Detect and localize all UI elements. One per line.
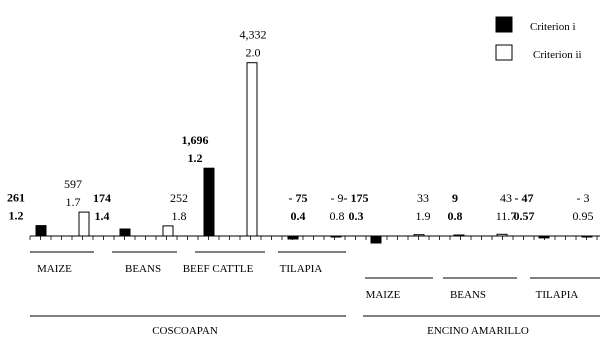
product-label-coscoapan-maize: MAIZE xyxy=(37,263,72,275)
bar-value-label: - 75 xyxy=(289,191,308,205)
axis-layer xyxy=(29,235,600,240)
product-label-coscoapan-tilapia: TILAPIA xyxy=(280,263,323,275)
bar-value-label: 33 xyxy=(417,191,429,205)
region-label-encino-amarillo: ENCINO AMARILLO xyxy=(427,325,529,337)
bar-encino-amarillo-beans-criterion-ii xyxy=(496,233,508,237)
legend: Criterion i Criterion ii xyxy=(495,16,582,61)
bar-value-label: 597 xyxy=(64,177,82,191)
legend-swatch-criterion-i xyxy=(495,16,513,33)
bar-ratio-label: 2.0 xyxy=(246,46,261,60)
product-label-encino-amarillo-tilapia: TILAPIA xyxy=(536,289,579,301)
bar-ratio-label: 0.3 xyxy=(349,209,364,223)
bar-coscoapan-tilapia-criterion-i xyxy=(287,235,299,240)
bar-value-label: - 175 xyxy=(344,191,369,205)
product-label-encino-amarillo-maize: MAIZE xyxy=(366,289,401,301)
bar-encino-amarillo-beans-criterion-i xyxy=(453,234,465,237)
bar-ratio-label: 1.7 xyxy=(66,195,81,209)
bar-ratio-label: 1.2 xyxy=(188,151,203,165)
legend-label-criterion-i: Criterion i xyxy=(530,21,576,33)
bar-value-label: 9 xyxy=(452,191,458,205)
bar-coscoapan-beans-criterion-i xyxy=(119,228,131,237)
bars-layer xyxy=(35,62,593,244)
bar-value-label: 174 xyxy=(93,191,111,205)
bar-value-label: - 9 xyxy=(331,191,344,205)
legend-swatch-criterion-ii xyxy=(495,44,513,61)
bar-ratio-label: 1.2 xyxy=(9,209,24,223)
bar-value-label: 1,696 xyxy=(182,133,209,147)
bar-ratio-label: 0.95 xyxy=(573,209,594,223)
region-label-coscoapan: COSCOAPAN xyxy=(152,325,218,337)
bar-coscoapan-maize-criterion-i xyxy=(35,225,47,237)
bar-encino-amarillo-maize-criterion-ii xyxy=(413,234,425,237)
bar-ratio-label: 11.7 xyxy=(496,209,517,223)
bar-value-label: 43 xyxy=(500,191,512,205)
bar-value-label: 261 xyxy=(7,191,25,205)
bar-encino-amarillo-tilapia-criterion-i xyxy=(538,235,550,239)
bar-coscoapan-tilapia-criterion-ii xyxy=(330,235,342,238)
bar-coscoapan-beef-cattle-criterion-ii xyxy=(246,62,258,237)
bar-coscoapan-beef-cattle-criterion-i xyxy=(203,167,215,237)
bar-value-label: 252 xyxy=(170,191,188,205)
bar-encino-amarillo-maize-criterion-i xyxy=(370,235,382,244)
value-labels-layer: 261 1.2 597 1.7 174 1.4 252 1.8 1,696 1.2 4,332 2.0… xyxy=(7,28,594,223)
bar-ratio-label: 1.8 xyxy=(172,209,187,223)
bar-coscoapan-beans-criterion-ii xyxy=(162,225,174,237)
product-label-coscoapan-beans: BEANS xyxy=(125,263,161,275)
bar-value-label: - 3 xyxy=(577,191,590,205)
product-label-encino-amarillo-beans: BEANS xyxy=(450,289,486,301)
category-layer: MAIZE BEANS BEEF CATTLE TILAPIA MAIZE BEANS TI… xyxy=(30,251,600,337)
bar-value-label: - 47 xyxy=(515,191,534,205)
bar-ratio-label: 1.4 xyxy=(95,209,110,223)
legend-label-criterion-ii: Criterion ii xyxy=(533,49,582,61)
product-label-coscoapan-beef-cattle: BEEF CATTLE xyxy=(183,263,254,275)
bar-encino-amarillo-tilapia-criterion-ii xyxy=(581,235,593,238)
bar-coscoapan-maize-criterion-ii xyxy=(78,211,90,237)
bar-ratio-label: 0.8 xyxy=(330,209,345,223)
bar-ratio-label: 0.8 xyxy=(448,209,463,223)
bar-value-label: 4,332 xyxy=(240,28,267,42)
bar-ratio-label: 0.57 xyxy=(514,209,535,223)
bar-ratio-label: 1.9 xyxy=(416,209,431,223)
bar-ratio-label: 0.4 xyxy=(291,209,306,223)
